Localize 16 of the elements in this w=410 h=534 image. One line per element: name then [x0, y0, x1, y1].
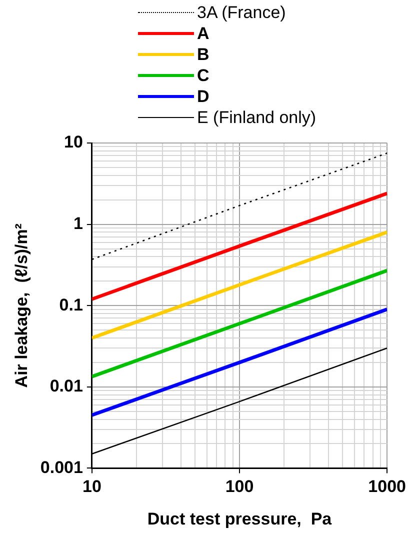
legend-label: 3A (France)	[197, 2, 286, 22]
x-tick-label: 100	[225, 477, 254, 496]
x-axis-title: Duct test pressure, Pa	[147, 509, 332, 528]
y-tick-label: 0.001	[40, 458, 83, 477]
y-tick-label: 0.1	[59, 295, 83, 314]
legend-label: C	[197, 66, 210, 86]
x-tick-label: 1000	[368, 477, 406, 496]
y-tick-label: 1	[73, 214, 83, 233]
y-axis-title: Air leakage, (ℓ/s)/m²	[12, 223, 31, 388]
legend-label: B	[197, 44, 210, 64]
x-tick-label: 10	[82, 477, 102, 496]
legend-label: A	[197, 24, 210, 44]
legend-label: E (Finland only)	[197, 108, 316, 128]
legend-label: D	[197, 86, 210, 106]
y-tick-label: 0.01	[50, 376, 83, 396]
y-tick-label: 10	[64, 132, 83, 152]
